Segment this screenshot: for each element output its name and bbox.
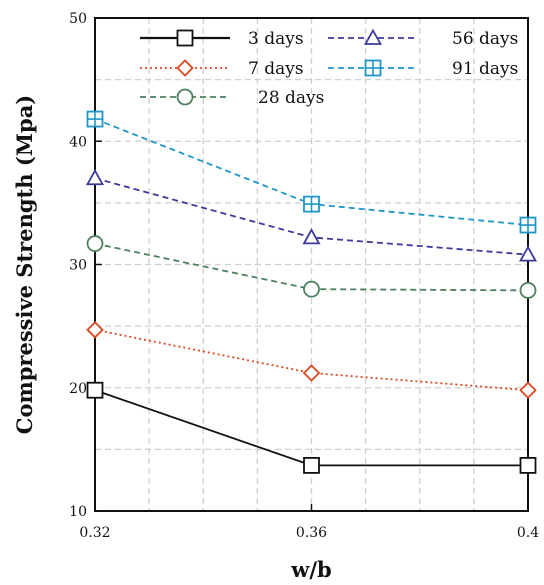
y-tick-label: 20 [69,381,87,397]
y-tick-label: 50 [69,11,87,27]
circle-marker [303,280,320,298]
legend-label: 3 days [248,29,304,49]
diamond-marker [86,321,104,339]
legend: 3 days 7 days 28 days 56 days 91 days [140,28,518,108]
legend-label: 91 days [452,59,518,79]
circle-marker [519,281,537,299]
x-axis-title: w/b [290,557,331,582]
triangle-marker [518,245,538,262]
circle-marker [86,235,104,252]
x-tick-label: 0.32 [79,525,110,541]
diamond-marker [176,59,194,77]
triangle-marker [85,168,105,186]
x-ticks: 0.32 0.36 0.4 [79,504,539,541]
series-3 [85,168,538,262]
legend-item-4: 91 days [328,59,518,79]
triangle-marker [302,228,321,245]
legend-item-0: 3 days [140,29,304,49]
y-tick-label: 30 [69,258,87,274]
square-marker [303,456,320,474]
y-ticks: 10 20 30 40 50 [69,11,102,520]
grid [95,18,528,511]
diamond-marker [519,381,537,399]
legend-label: 28 days [258,88,324,108]
square-marker [176,29,194,47]
circle-marker [176,88,194,106]
series-4 [86,110,537,234]
legend-item-2: 28 days [140,88,324,108]
legend-item-3: 56 days [328,28,518,49]
series [85,110,538,474]
legend-label: 56 days [452,29,518,49]
y-axis-title: Compressive Strength (Mpa) [12,95,37,434]
series-2 [86,235,537,299]
x-tick-label: 0.4 [517,525,539,541]
legend-label: 7 days [248,59,304,79]
triangle-marker [363,28,383,45]
legend-item-1: 7 days [140,59,304,79]
square-marker [86,381,104,399]
x-tick-label: 0.36 [296,525,327,541]
y-tick-label: 40 [69,134,87,150]
diamond-marker [302,364,321,382]
series-1 [86,321,537,399]
series-0 [86,381,537,474]
y-tick-label: 10 [69,504,87,520]
square-marker [519,456,537,474]
